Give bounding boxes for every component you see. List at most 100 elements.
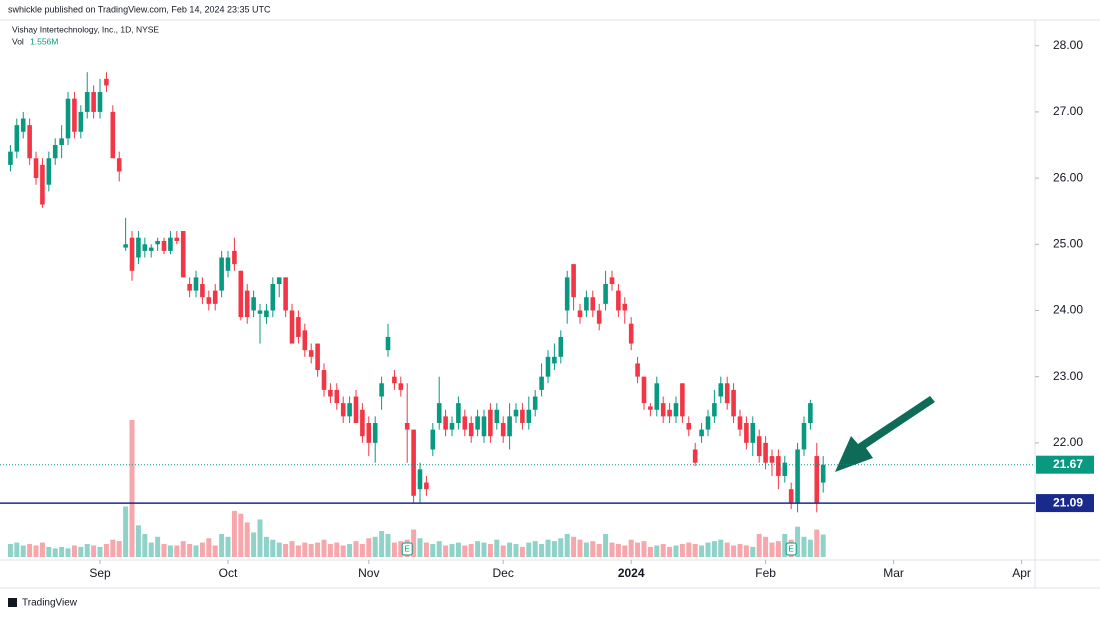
volume-bar <box>398 541 404 557</box>
volume-bar <box>212 545 218 557</box>
volume-bar <box>27 544 33 557</box>
volume-bar <box>507 542 513 557</box>
candle-body <box>628 323 634 344</box>
candle-body <box>372 422 378 443</box>
volume-bar <box>148 542 154 557</box>
candle-body <box>552 356 557 364</box>
volume-bar <box>123 506 129 557</box>
candle-body <box>340 403 346 417</box>
volume-bar <box>59 546 65 557</box>
y-tick-label: 26.00 <box>1053 170 1083 184</box>
candle-body <box>417 469 423 490</box>
candle-body <box>20 118 26 132</box>
candle-body <box>353 396 359 423</box>
volume-bar <box>743 545 749 557</box>
candle-body <box>296 317 301 337</box>
volume-bar <box>801 536 807 557</box>
volume-bar <box>737 544 743 557</box>
candle-body <box>104 78 109 86</box>
candle-body <box>500 422 506 437</box>
volume-bar <box>577 539 583 557</box>
candle-body <box>289 310 295 344</box>
volume-bar <box>180 541 186 557</box>
volume-value: 1.556M <box>30 36 58 46</box>
candle-body <box>14 125 20 152</box>
y-tick-label: 24.00 <box>1053 303 1083 317</box>
brand-name: TradingView <box>22 598 78 609</box>
volume-bar <box>257 519 263 557</box>
candle-body <box>603 284 608 304</box>
candle-body <box>283 277 288 311</box>
candle-body <box>379 383 384 397</box>
volume-bar <box>692 544 698 557</box>
candle-body <box>97 92 103 112</box>
candle-body <box>609 277 615 284</box>
volume-bar <box>411 529 417 557</box>
candle-body <box>91 92 96 112</box>
volume-bar <box>667 546 673 557</box>
candle-body <box>801 422 807 450</box>
candle-body <box>468 422 474 437</box>
volume-bar <box>443 545 449 557</box>
candle-body <box>795 449 800 503</box>
y-tick-label: 28.00 <box>1053 38 1083 52</box>
volume-bar <box>814 529 820 557</box>
volume-bar <box>775 541 781 557</box>
volume-bar <box>795 526 801 557</box>
candle-body <box>692 449 698 463</box>
candle-body <box>820 464 826 483</box>
volume-bar <box>820 534 826 557</box>
volume-bar <box>756 533 762 557</box>
candle-body <box>756 436 762 457</box>
volume-bar <box>487 544 493 557</box>
candle-body <box>174 237 180 241</box>
volume-bar <box>231 510 237 557</box>
candle-body <box>686 422 692 430</box>
volume-bar <box>353 541 359 557</box>
volume-bar <box>129 420 135 557</box>
price-label: 21.09 <box>1053 495 1083 509</box>
candle-body <box>545 356 551 377</box>
x-tick-label: Feb <box>755 566 776 580</box>
volume-bar <box>468 544 474 557</box>
brand-logo <box>8 598 17 607</box>
candle-body <box>488 409 493 437</box>
volume-bar <box>705 542 711 557</box>
candle-body <box>366 422 372 443</box>
volume-bar <box>711 541 717 557</box>
x-tick-label: Sep <box>89 566 111 580</box>
candle-body <box>308 350 314 357</box>
candle-body <box>641 376 647 404</box>
candle-body <box>526 409 532 423</box>
candle-body <box>481 416 487 437</box>
volume-bar <box>558 538 564 557</box>
candle-body <box>142 244 148 251</box>
candle-body <box>539 376 544 390</box>
volume-bar <box>251 532 257 557</box>
volume-bar <box>628 539 634 557</box>
candle-body <box>180 231 186 278</box>
y-tick-label: 25.00 <box>1053 236 1083 250</box>
candle-body <box>712 403 717 417</box>
candle-body <box>52 145 58 159</box>
volume-bar <box>609 542 615 557</box>
volume-bar <box>78 546 84 557</box>
candle-body <box>136 237 141 258</box>
candle-body <box>315 343 320 371</box>
candle-body <box>206 297 212 304</box>
candle-body <box>40 164 45 205</box>
candle-body <box>257 310 263 314</box>
candle-body <box>808 403 813 423</box>
volume-bar <box>769 542 775 557</box>
candle-body <box>462 416 468 430</box>
candle-body <box>392 376 397 384</box>
candle-body <box>225 257 231 271</box>
candle-body <box>328 389 333 397</box>
volume-bar <box>167 545 173 557</box>
volume-bar <box>103 544 109 557</box>
volume-bar <box>590 541 596 557</box>
earnings-label: E <box>405 545 410 554</box>
candle-body <box>616 290 621 311</box>
volume-bar <box>295 545 301 557</box>
candle-body <box>814 456 820 503</box>
